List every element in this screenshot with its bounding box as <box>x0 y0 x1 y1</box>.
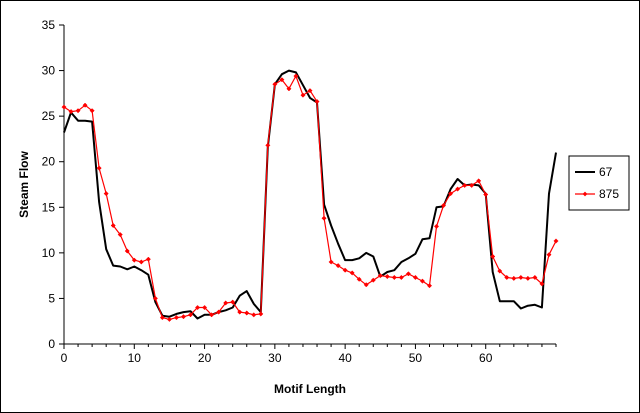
data-point-875 <box>300 92 306 98</box>
plot-axes: 0 5 10 15 20 25 30 35 0 10 20 30 40 50 60 <box>42 18 557 365</box>
data-point-875 <box>279 77 285 83</box>
x-tick-label: 40 <box>338 351 352 365</box>
data-point-875 <box>504 274 510 281</box>
data-point-875 <box>497 268 503 274</box>
y-tick-label: 25 <box>42 109 56 123</box>
data-point-875 <box>173 315 180 321</box>
data-point-875 <box>124 248 130 254</box>
data-point-875 <box>138 259 144 265</box>
series-line-67 <box>63 69 557 320</box>
data-point-875 <box>265 142 271 148</box>
data-point-875 <box>187 312 194 318</box>
data-point-875 <box>405 271 411 277</box>
x-tick-label: 60 <box>479 351 493 365</box>
data-point-875 <box>145 256 151 262</box>
y-tick-label: 15 <box>42 200 56 214</box>
y-tick-label: 10 <box>42 246 56 260</box>
data-point-875 <box>462 182 468 188</box>
data-point-875 <box>159 315 165 321</box>
data-point-875 <box>230 299 236 305</box>
data-point-875 <box>61 104 67 110</box>
data-point-875 <box>75 108 81 114</box>
data-point-875 <box>525 275 531 281</box>
data-point-875 <box>391 274 397 281</box>
data-point-875 <box>553 238 559 244</box>
data-point-875 <box>433 223 440 229</box>
data-point-875 <box>82 102 88 108</box>
series-layer <box>61 69 559 322</box>
x-tick-label: 10 <box>128 351 142 365</box>
legend-label-67: 67 <box>599 165 613 179</box>
data-point-875 <box>251 312 257 318</box>
data-point-875 <box>356 276 362 282</box>
legend-label-875: 875 <box>599 187 619 201</box>
y-tick-label: 30 <box>42 64 56 78</box>
data-point-875 <box>89 108 95 114</box>
data-point-875 <box>384 274 390 280</box>
data-point-875 <box>68 109 74 115</box>
data-point-875 <box>469 182 475 188</box>
series-line-875 <box>63 75 557 320</box>
data-point-875 <box>216 309 222 315</box>
x-tick-label: 0 <box>61 351 68 365</box>
data-point-875 <box>412 274 418 281</box>
data-point-875 <box>314 99 320 105</box>
data-point-875 <box>166 316 172 322</box>
data-point-875 <box>476 178 482 184</box>
data-point-875 <box>258 311 264 317</box>
data-point-875 <box>398 274 404 281</box>
data-point-875 <box>321 215 327 221</box>
data-point-875 <box>152 295 158 301</box>
x-tick-label: 20 <box>198 351 212 365</box>
data-point-875 <box>539 281 545 287</box>
data-point-875 <box>426 283 433 289</box>
data-point-875 <box>180 314 187 320</box>
data-point-875 <box>546 252 552 258</box>
data-point-875 <box>511 275 517 281</box>
data-point-875 <box>209 312 215 318</box>
y-tick-label: 35 <box>42 18 56 32</box>
data-point-875 <box>370 277 376 283</box>
y-tick-label: 5 <box>48 291 55 305</box>
legend-marker-875 <box>582 191 588 197</box>
data-point-875 <box>117 232 123 238</box>
data-point-875 <box>483 191 489 198</box>
data-point-875 <box>237 309 243 315</box>
data-point-875 <box>244 310 250 316</box>
data-point-875 <box>194 304 201 311</box>
data-point-875 <box>131 257 137 263</box>
data-point-875 <box>455 186 461 192</box>
data-point-875 <box>110 222 116 229</box>
data-point-875 <box>307 88 313 94</box>
data-point-875 <box>202 304 208 311</box>
data-point-875 <box>272 81 278 87</box>
data-point-875 <box>448 191 454 197</box>
data-point-875 <box>532 274 538 281</box>
data-point-875 <box>419 278 426 284</box>
data-point-875 <box>440 202 447 209</box>
data-point-875 <box>328 259 334 265</box>
data-point-875 <box>518 274 524 281</box>
data-point-875 <box>349 270 355 276</box>
data-point-875 <box>293 73 299 79</box>
data-point-875 <box>223 300 229 306</box>
y-axis-title: Steam Flow <box>17 150 31 217</box>
data-point-875 <box>96 165 102 171</box>
legend-box <box>568 155 630 211</box>
y-tick-label: 0 <box>48 337 55 351</box>
data-point-875 <box>286 86 292 92</box>
x-tick-label: 50 <box>409 351 423 365</box>
data-point-875 <box>363 282 369 288</box>
data-point-875 <box>490 253 496 260</box>
x-tick-label: 30 <box>268 351 282 365</box>
data-point-875 <box>335 263 341 269</box>
data-point-875 <box>103 191 109 197</box>
x-axis-title: Motif Length <box>274 382 346 396</box>
data-point-875 <box>342 267 348 273</box>
data-point-875 <box>377 273 383 279</box>
legend: 67 875 <box>568 155 630 211</box>
y-tick-label: 20 <box>42 155 56 169</box>
